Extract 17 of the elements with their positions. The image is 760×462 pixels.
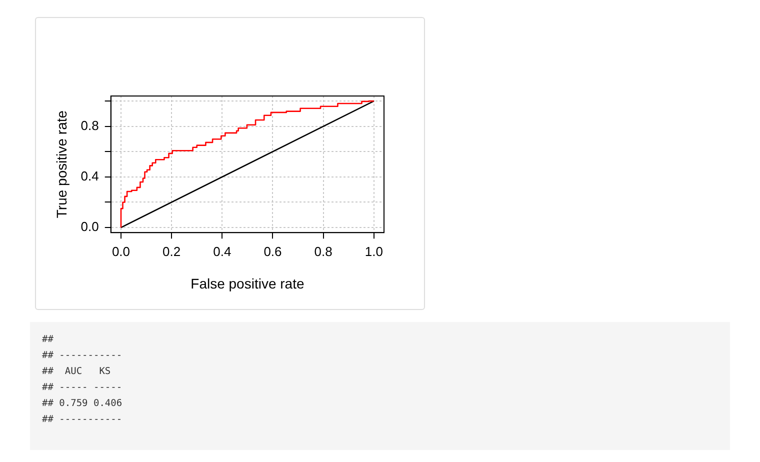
x-axis-title: False positive rate: [190, 275, 304, 292]
x-tick-label: 0.4: [213, 244, 232, 259]
text: ## -----------: [42, 414, 122, 425]
x-tick-label: 0.0: [112, 244, 130, 259]
y-axis-title: True positive rate: [53, 110, 70, 218]
text: ## ----- -----: [42, 382, 122, 393]
y-tick-label: 0.8: [80, 118, 99, 133]
x-tick-label: 0.6: [264, 244, 282, 259]
text: ##: [42, 334, 54, 345]
x-tick-label: 1.0: [364, 244, 383, 259]
x-tick-label: 0.2: [162, 244, 181, 259]
text: ## -----------: [42, 350, 122, 361]
y-tick-label: 0.0: [80, 219, 99, 234]
text: ## AUC KS: [42, 366, 111, 377]
y-tick-label: 0.4: [80, 168, 99, 184]
text: ## 0.759 0.406: [42, 398, 122, 409]
x-tick-label: 0.8: [314, 244, 332, 259]
